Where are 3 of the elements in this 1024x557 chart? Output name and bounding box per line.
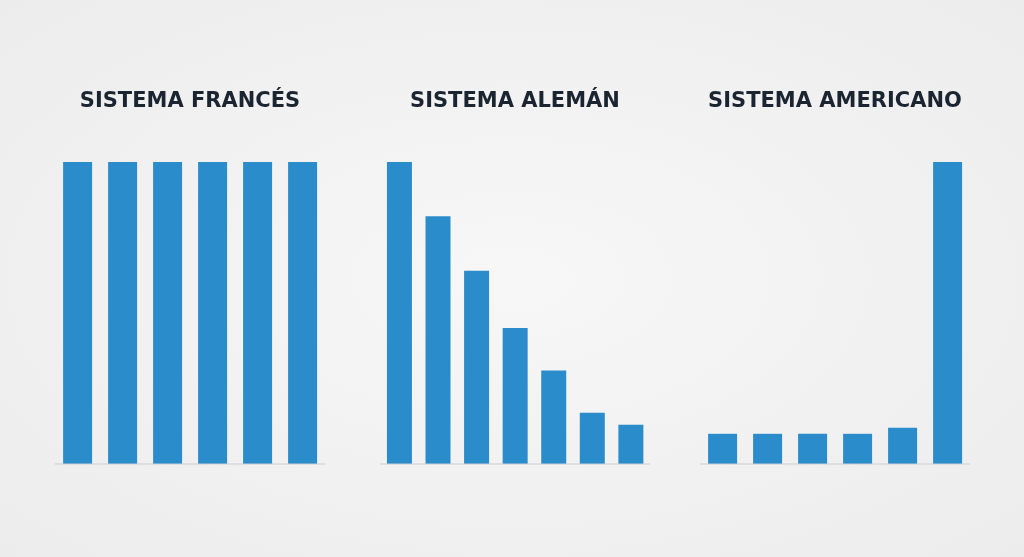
chart-title: SISTEMA AMERICANO [707, 88, 963, 112]
chart-title: SISTEMA FRANCÉS [78, 88, 302, 112]
chart-title: SISTEMA ALEMÁN [409, 88, 621, 112]
